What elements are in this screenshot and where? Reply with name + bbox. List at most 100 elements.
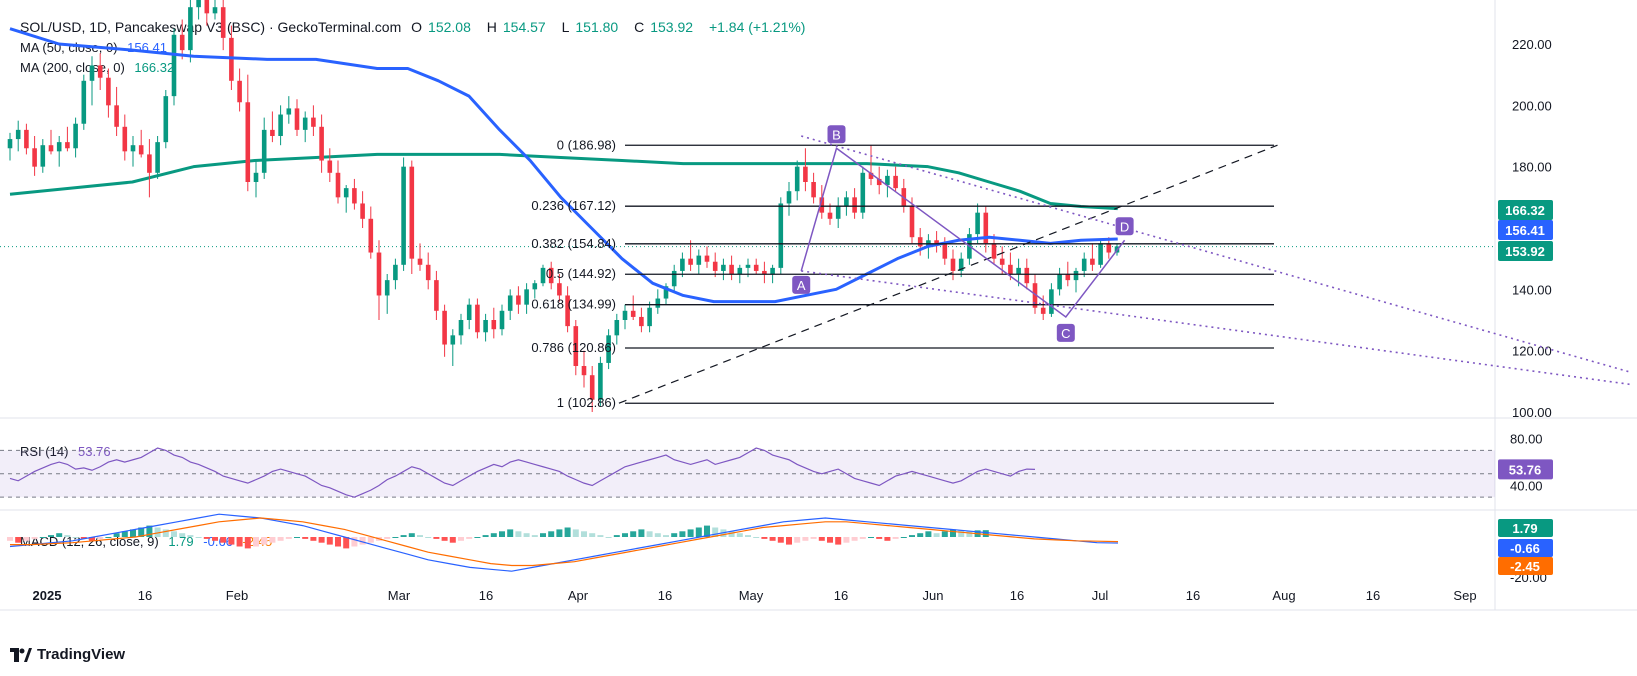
macd-histogram-bar: [335, 537, 341, 547]
macd-histogram-bar: [138, 527, 145, 537]
candle: [712, 261, 718, 271]
candle: [852, 197, 857, 213]
candle: [89, 65, 95, 81]
candle: [975, 212, 980, 235]
candle: [466, 304, 472, 320]
candle: [573, 326, 579, 366]
pattern-point-label: B: [832, 127, 841, 142]
rsi-legend[interactable]: RSI (14) 53.76: [20, 444, 117, 459]
candle: [811, 182, 816, 198]
macd-histogram-bar: [408, 533, 415, 537]
candle: [844, 197, 849, 207]
macd-histogram-bar: [695, 527, 702, 537]
candle: [893, 175, 898, 189]
macd-histogram-bar: [745, 535, 751, 537]
macd-histogram-bar: [786, 537, 792, 545]
macd-histogram-bar: [228, 537, 235, 545]
candle: [311, 117, 316, 127]
macd-histogram-bar: [753, 537, 760, 538]
macd-histogram-bar: [179, 533, 186, 537]
macd-histogram-bar: [89, 537, 95, 541]
candle: [294, 108, 300, 130]
macd-histogram-bar: [589, 533, 596, 537]
macd-histogram-bar: [581, 531, 587, 537]
macd-histogram-bar: [712, 527, 719, 537]
candle: [786, 191, 792, 204]
pattern-point-label: C: [1061, 326, 1070, 341]
macd-histogram-bar: [31, 537, 38, 539]
candle: [1081, 258, 1087, 271]
macd-histogram-bar: [802, 537, 809, 541]
candle: [868, 172, 874, 179]
macd-histogram-bar: [458, 537, 464, 541]
macd-histogram-bar: [244, 537, 251, 549]
candle: [286, 108, 292, 115]
time-tick-label: 16: [1366, 588, 1380, 603]
price-tick-label: 200.00: [1512, 98, 1552, 113]
close-label: C: [634, 19, 645, 35]
candle: [499, 310, 505, 330]
macd-axis-tag: [1498, 519, 1553, 537]
candle: [171, 34, 177, 97]
time-tick-label: May: [739, 588, 764, 603]
macd-histogram-bar: [113, 533, 120, 537]
macd-histogram-bar: [15, 537, 22, 543]
high-label: H: [486, 19, 497, 35]
ma50-label: MA (50, close, 0): [20, 40, 118, 55]
macd-histogram-bar: [868, 537, 874, 538]
candle: [753, 264, 759, 271]
candle: [950, 258, 956, 271]
time-tick-label: Feb: [226, 588, 248, 603]
macd-histogram-bar: [917, 533, 924, 537]
candle: [114, 105, 119, 127]
candle: [1073, 270, 1079, 281]
macd-histogram-bar: [343, 537, 350, 549]
price-tick-label: 180.00: [1512, 160, 1552, 175]
candle: [376, 252, 382, 296]
candle: [220, 7, 226, 38]
macd-histogram-bar: [777, 537, 784, 543]
macd-histogram-bar: [769, 537, 776, 541]
price-tick-label: 120.00: [1512, 344, 1552, 359]
macd-histogram-bar: [761, 537, 768, 539]
candle: [212, 7, 218, 14]
price-tick-label: 140.00: [1512, 282, 1552, 297]
candle: [302, 117, 308, 130]
candle: [270, 129, 275, 136]
macd-histogram-bar: [392, 537, 399, 538]
candle: [589, 375, 595, 400]
candle: [803, 166, 808, 182]
candle: [24, 129, 29, 149]
time-tick-label: 2025: [33, 588, 62, 603]
candle: [827, 212, 833, 219]
candle: [73, 123, 78, 149]
candle: [384, 280, 390, 296]
candle: [917, 237, 923, 247]
macd-histogram-bar: [56, 533, 63, 537]
symbol-title[interactable]: SOL/USD, 1D, Pancakeswap V3 (BSC) · Geck…: [20, 19, 402, 35]
candle: [885, 175, 890, 186]
fib-level-label: 0 (186.98): [557, 137, 616, 152]
fib-level-label: 0.786 (120.86): [531, 340, 616, 355]
candle: [253, 172, 259, 182]
candle: [934, 240, 939, 244]
candle: [1040, 307, 1046, 314]
candle: [155, 142, 160, 173]
macd-histogram-bar: [203, 537, 210, 539]
candle: [319, 126, 324, 161]
tradingview-logo[interactable]: TradingView: [10, 646, 125, 663]
macd-histogram-bar: [597, 535, 604, 537]
macd-histogram-bar: [654, 533, 661, 537]
candle: [958, 258, 964, 271]
candle: [1106, 243, 1112, 253]
candle: [565, 295, 570, 327]
macd-histogram-bar: [843, 537, 850, 543]
macd-histogram-bar: [425, 537, 432, 538]
macd-histogram-bar: [687, 529, 694, 537]
candle: [97, 65, 103, 78]
tradingview-icon: [10, 647, 32, 662]
candle: [393, 264, 398, 281]
fib-level-label: 0.236 (167.12): [531, 198, 616, 213]
ma200-line: [9, 152, 1118, 211]
